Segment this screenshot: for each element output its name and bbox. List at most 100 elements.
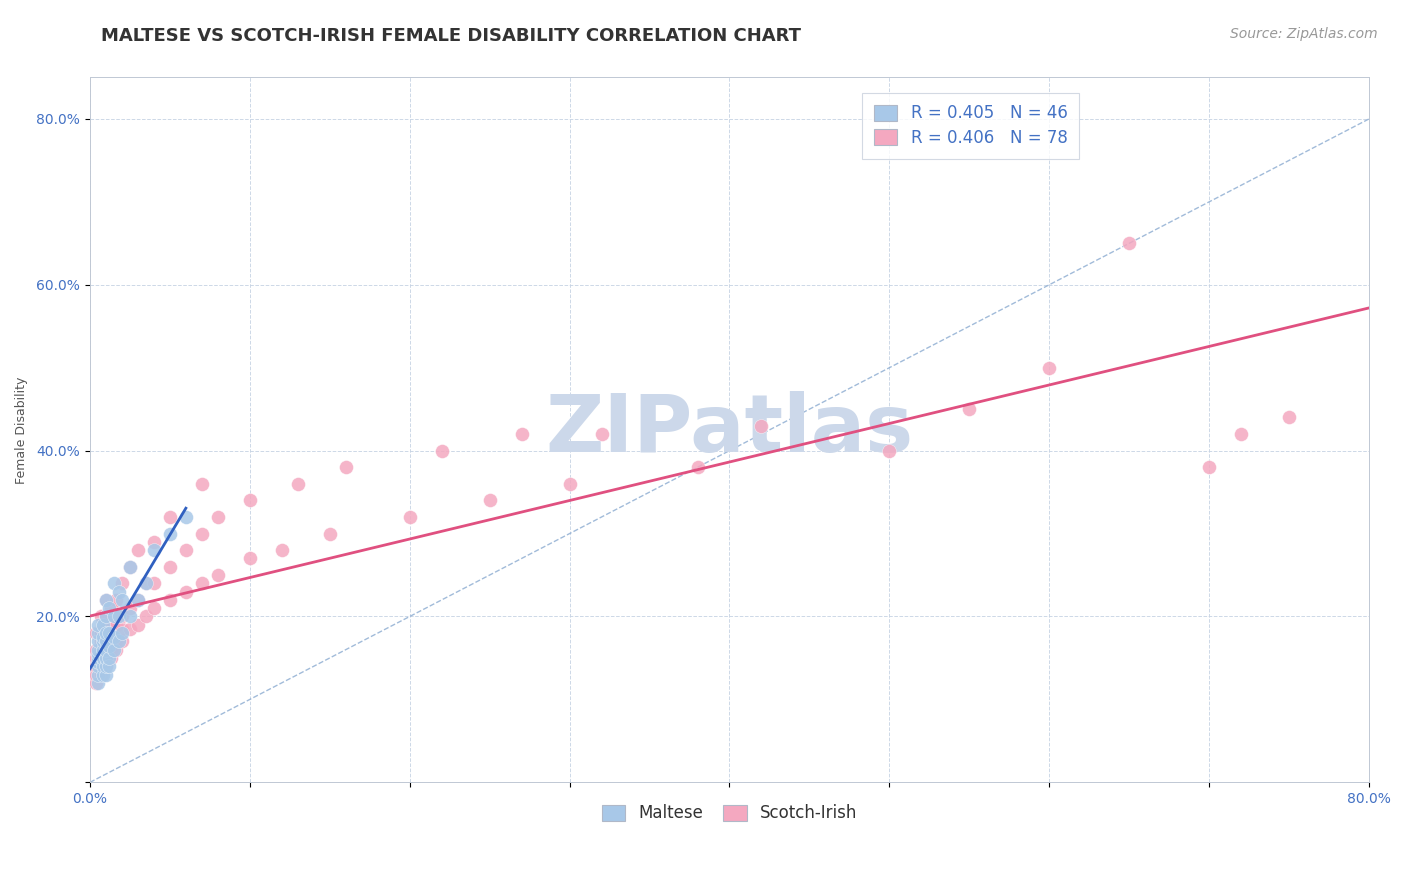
Point — [94, 634, 117, 648]
Point — [111, 609, 134, 624]
Point — [142, 534, 165, 549]
Point — [103, 630, 125, 644]
Point — [87, 651, 110, 665]
Point — [558, 476, 581, 491]
Point — [100, 642, 122, 657]
Point — [1038, 360, 1060, 375]
Point — [100, 634, 122, 648]
Point — [94, 593, 117, 607]
Point — [94, 622, 117, 636]
Point — [111, 634, 134, 648]
Point — [191, 576, 214, 591]
Point — [159, 510, 181, 524]
Point — [98, 601, 121, 615]
Point — [174, 543, 197, 558]
Point — [86, 667, 108, 681]
Point — [142, 601, 165, 615]
Point — [287, 476, 309, 491]
Point — [90, 667, 112, 681]
Point — [174, 584, 197, 599]
Point — [94, 659, 117, 673]
Point — [107, 609, 129, 624]
Point — [86, 651, 108, 665]
Point — [86, 642, 108, 657]
Point — [118, 559, 141, 574]
Point — [91, 667, 114, 681]
Point — [86, 676, 108, 690]
Point — [111, 622, 134, 636]
Point — [87, 634, 110, 648]
Text: Source: ZipAtlas.com: Source: ZipAtlas.com — [1230, 27, 1378, 41]
Point — [111, 576, 134, 591]
Point — [174, 510, 197, 524]
Point — [127, 543, 149, 558]
Point — [118, 609, 141, 624]
Point — [90, 634, 112, 648]
Point — [1278, 410, 1301, 425]
Point — [87, 659, 110, 673]
Point — [127, 617, 149, 632]
Point — [107, 634, 129, 648]
Point — [87, 655, 110, 669]
Point — [98, 626, 121, 640]
Point — [159, 559, 181, 574]
Point — [118, 601, 141, 615]
Point — [90, 626, 112, 640]
Point — [104, 634, 127, 648]
Point — [98, 639, 121, 653]
Point — [111, 593, 134, 607]
Point — [398, 510, 420, 524]
Point — [91, 630, 114, 644]
Point — [103, 609, 125, 624]
Point — [686, 460, 709, 475]
Point — [135, 609, 157, 624]
Point — [90, 642, 112, 657]
Point — [87, 626, 110, 640]
Point — [478, 493, 501, 508]
Point — [94, 642, 117, 657]
Point — [90, 609, 112, 624]
Point — [118, 622, 141, 636]
Point — [957, 402, 980, 417]
Point — [239, 551, 262, 566]
Point — [94, 667, 117, 681]
Point — [90, 651, 112, 665]
Point — [111, 626, 134, 640]
Point — [94, 593, 117, 607]
Point — [103, 642, 125, 657]
Point — [335, 460, 357, 475]
Text: MALTESE VS SCOTCH-IRISH FEMALE DISABILITY CORRELATION CHART: MALTESE VS SCOTCH-IRISH FEMALE DISABILIT… — [101, 27, 801, 45]
Point — [100, 622, 122, 636]
Point — [94, 651, 117, 665]
Point — [104, 593, 127, 607]
Point — [104, 617, 127, 632]
Point — [91, 642, 114, 657]
Point — [94, 659, 117, 673]
Point — [90, 659, 112, 673]
Point — [87, 617, 110, 632]
Point — [159, 593, 181, 607]
Point — [191, 526, 214, 541]
Point — [159, 526, 181, 541]
Point — [100, 651, 122, 665]
Point — [98, 651, 121, 665]
Point — [510, 427, 533, 442]
Point — [430, 443, 453, 458]
Point — [103, 576, 125, 591]
Point — [87, 667, 110, 681]
Point — [127, 593, 149, 607]
Text: ZIPatlas: ZIPatlas — [546, 391, 914, 469]
Point — [1230, 427, 1253, 442]
Point — [87, 647, 110, 661]
Point — [94, 609, 117, 624]
Point — [98, 659, 121, 673]
Point — [142, 576, 165, 591]
Point — [86, 626, 108, 640]
Point — [135, 576, 157, 591]
Point — [239, 493, 262, 508]
Point — [91, 651, 114, 665]
Point — [879, 443, 901, 458]
Point — [1198, 460, 1220, 475]
Point — [751, 418, 773, 433]
Point — [91, 634, 114, 648]
